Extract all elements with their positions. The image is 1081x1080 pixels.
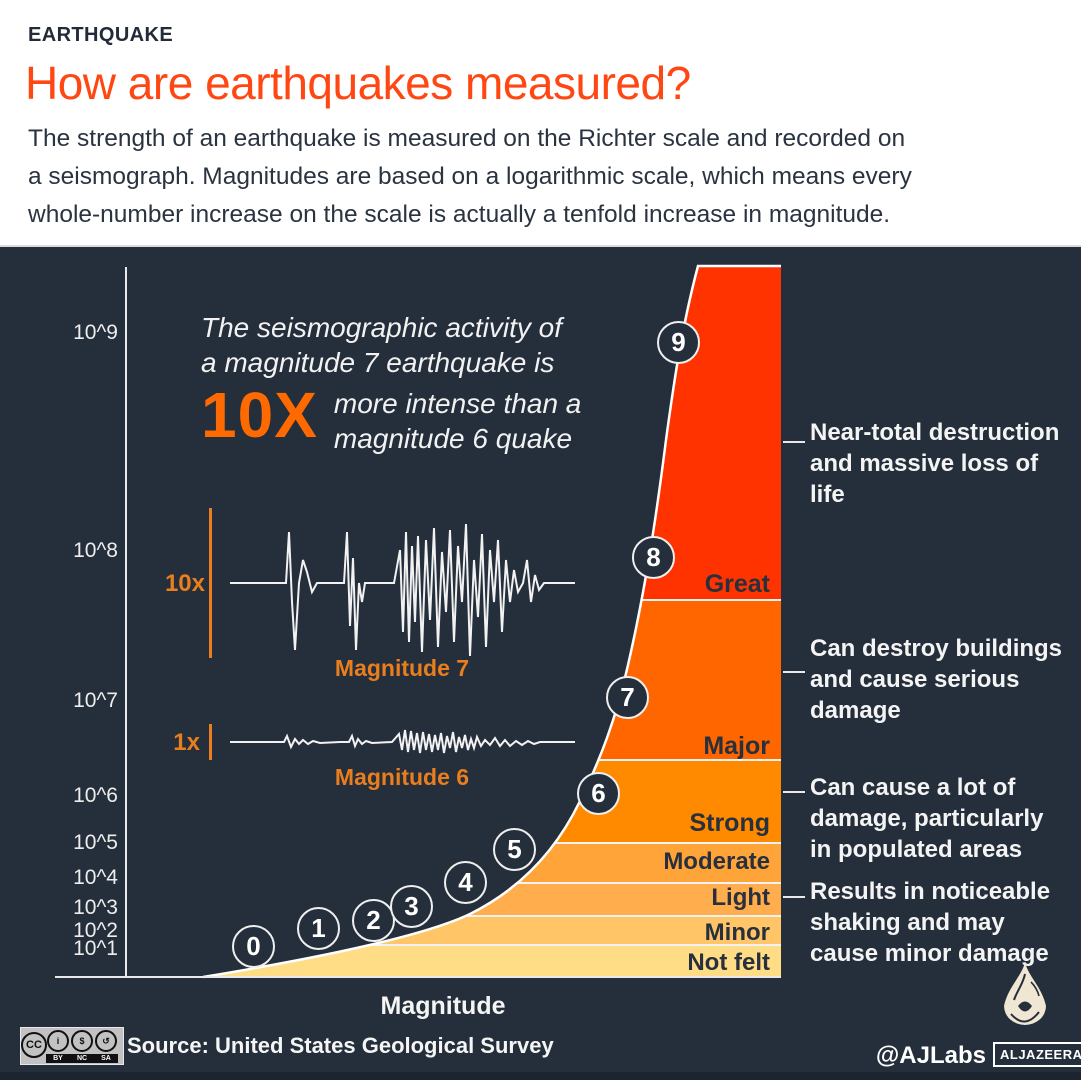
annotation-strong: Can cause a lot of damage, particularly … (810, 774, 1044, 863)
cc-by-icon: i (47, 1030, 69, 1052)
intro-line: whole-number increase on the scale is ac… (28, 201, 891, 228)
magnitude-circle-4: 4 (444, 861, 487, 904)
annotation-leader (783, 441, 805, 443)
footer-strip (0, 1072, 1081, 1080)
band-label-moderate: Moderate (663, 848, 770, 875)
band-label-great: Great (704, 570, 770, 598)
intro-line: The strength of an earthquake is measure… (28, 125, 906, 152)
y-tick-label: 10^3 (73, 896, 118, 919)
magnitude-circle-7: 7 (606, 676, 649, 719)
aljazeera-logo-icon (1004, 962, 1046, 1025)
band-label-major: Major (703, 732, 770, 760)
magnitude-circle-2: 2 (352, 899, 395, 942)
magnitude-circle-3: 3 (390, 885, 433, 928)
band-label-minor: Minor (704, 919, 770, 946)
scale-bar-10x (209, 508, 212, 658)
y-tick-label: 10^9 (73, 321, 118, 344)
magnitude-circle-1: 1 (297, 907, 340, 950)
y-tick-label: 10^4 (73, 866, 118, 889)
scale-label-10x: 10x (164, 570, 205, 597)
scale-label-1x: 1x (173, 729, 200, 756)
kicker: EARTHQUAKE (28, 24, 174, 46)
x-axis-label: Magnitude (380, 992, 506, 1020)
seismograph-wave-magnitude6 (230, 729, 575, 754)
seismograph-wave-magnitude7 (230, 523, 575, 657)
magnitude-circle-9: 9 (657, 321, 700, 364)
y-tick-label: 10^8 (73, 539, 118, 562)
intensity-callout: The seismographic activity of a magnitud… (201, 312, 582, 454)
intro-paragraph: The strength of an earthquake is measure… (28, 120, 912, 234)
y-tick-label: 10^1 (73, 937, 118, 960)
magnitude-circle-8: 8 (632, 536, 675, 579)
aljazeera-wordmark: ALJAZEERA (993, 1042, 1081, 1067)
band-label-strong: Strong (689, 809, 770, 837)
y-tick-label: 10^6 (73, 784, 118, 807)
exponential-curve (202, 264, 781, 979)
intro-line: a seismograph. Magnitudes are based on a… (28, 163, 912, 190)
annotation-major: Can destroy buildings and cause serious … (810, 635, 1063, 724)
cc-sa-icon: ↺ (95, 1030, 117, 1052)
caption-magnitude-6: Magnitude 6 (334, 764, 470, 790)
magnitude-circle-5: 5 (493, 828, 536, 871)
caption-magnitude-7: Magnitude 7 (334, 655, 470, 681)
y-tick-label: 10^7 (73, 689, 118, 712)
x-axis-line (55, 976, 781, 978)
header-divider (0, 245, 1081, 247)
scale-bar-1x (209, 724, 212, 760)
annotation-leader (783, 791, 805, 793)
y-axis-line (125, 267, 127, 977)
annotation-light: Results in noticeable shaking and may ca… (810, 878, 1051, 967)
ajlabs-credit: @AJLabs (875, 1042, 986, 1069)
ten-x-figure: 10X (201, 379, 318, 451)
band-label-notfelt: Not felt (687, 949, 770, 976)
creative-commons-badge: CC i BY $ NC ↺ SA (20, 1027, 124, 1065)
y-tick-label: 10^2 (73, 919, 118, 942)
magnitude-circle-6: 6 (577, 772, 620, 815)
annotation-leader (783, 671, 805, 673)
cc-nc-icon: $ (71, 1030, 93, 1052)
source-text: Source: United States Geological Survey (127, 1033, 554, 1058)
annotation-great: Near-total destruction and massive loss … (810, 419, 1060, 508)
y-tick-label: 10^5 (73, 831, 118, 854)
cc-icon: CC (21, 1032, 47, 1058)
band-label-light: Light (711, 884, 770, 911)
annotation-leader (783, 896, 805, 898)
magnitude-circle-0: 0 (232, 925, 275, 968)
page-title: How are earthquakes measured? (25, 57, 691, 109)
